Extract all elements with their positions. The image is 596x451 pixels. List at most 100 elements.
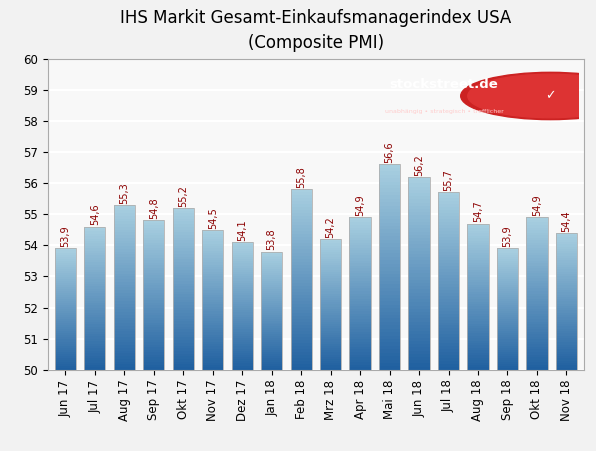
Bar [261,356,283,358]
Bar [526,362,548,365]
Bar [202,276,224,279]
Text: 55,8: 55,8 [296,166,306,188]
Bar [408,357,430,360]
Bar [320,270,342,272]
Bar [55,340,76,341]
Bar [556,333,577,336]
Bar [114,246,135,249]
Bar [290,235,312,238]
Bar [526,261,548,263]
Bar [143,367,164,370]
Bar [526,319,548,322]
Bar [261,364,283,366]
Bar [143,268,164,270]
Bar [467,294,489,297]
Bar [173,278,194,281]
Bar [290,291,312,295]
Bar [497,358,518,360]
Bar [143,337,164,340]
Bar [232,272,253,274]
Bar [84,250,105,253]
Bar [55,279,76,281]
Bar [349,233,371,235]
Bar [143,273,164,275]
Bar [55,354,76,356]
Bar [526,255,548,258]
Bar [526,238,548,240]
Bar [497,311,518,313]
Bar [408,347,430,350]
Bar [467,258,489,260]
Bar [84,270,105,272]
Bar [349,286,371,289]
Bar [556,315,577,318]
Bar [556,262,577,265]
Bar [438,239,459,243]
Bar [379,363,400,366]
Bar [379,178,400,182]
Bar [497,341,518,344]
Bar [467,314,489,316]
Bar [497,348,518,350]
Bar [114,205,135,370]
Bar [84,298,105,301]
Bar [438,328,459,331]
Bar [55,250,76,253]
Bar [84,244,105,246]
Bar [290,198,312,201]
Bar [408,341,430,344]
Bar [290,331,312,334]
Bar [232,246,253,249]
Bar [408,273,430,276]
Bar [55,257,76,258]
Bar [438,201,459,204]
Bar [143,223,164,226]
Bar [173,267,194,270]
Bar [55,331,76,333]
Bar [232,276,253,278]
Bar [173,246,194,249]
Bar [379,233,400,236]
Bar [261,324,283,327]
Bar [408,360,430,364]
Bar [143,352,164,355]
Bar [143,260,164,263]
Bar [55,275,76,277]
Bar [202,251,224,253]
Bar [438,367,459,370]
Bar [55,356,76,358]
Bar [497,368,518,370]
Bar [173,354,194,356]
Bar [290,346,312,349]
Bar [349,225,371,227]
Bar [556,299,577,301]
Bar [290,213,312,216]
Bar [261,295,283,297]
Bar [408,196,430,199]
Bar [202,314,224,316]
Bar [438,213,459,216]
Bar [84,291,105,294]
Bar [261,346,283,348]
Bar [114,318,135,320]
Bar [261,303,283,305]
Bar [320,311,342,313]
Bar [349,263,371,266]
Bar [320,339,342,341]
Bar [320,304,342,307]
Bar [526,283,548,286]
Bar [556,327,577,329]
Bar [438,319,459,322]
Bar [526,299,548,301]
Bar [114,210,135,213]
Bar [143,320,164,322]
Bar [467,336,489,338]
Bar [438,284,459,287]
Bar [526,354,548,357]
Bar [320,296,342,298]
Bar [497,293,518,295]
Bar [84,281,105,284]
Bar [202,230,224,370]
Bar [320,341,342,344]
Bar [556,239,577,242]
